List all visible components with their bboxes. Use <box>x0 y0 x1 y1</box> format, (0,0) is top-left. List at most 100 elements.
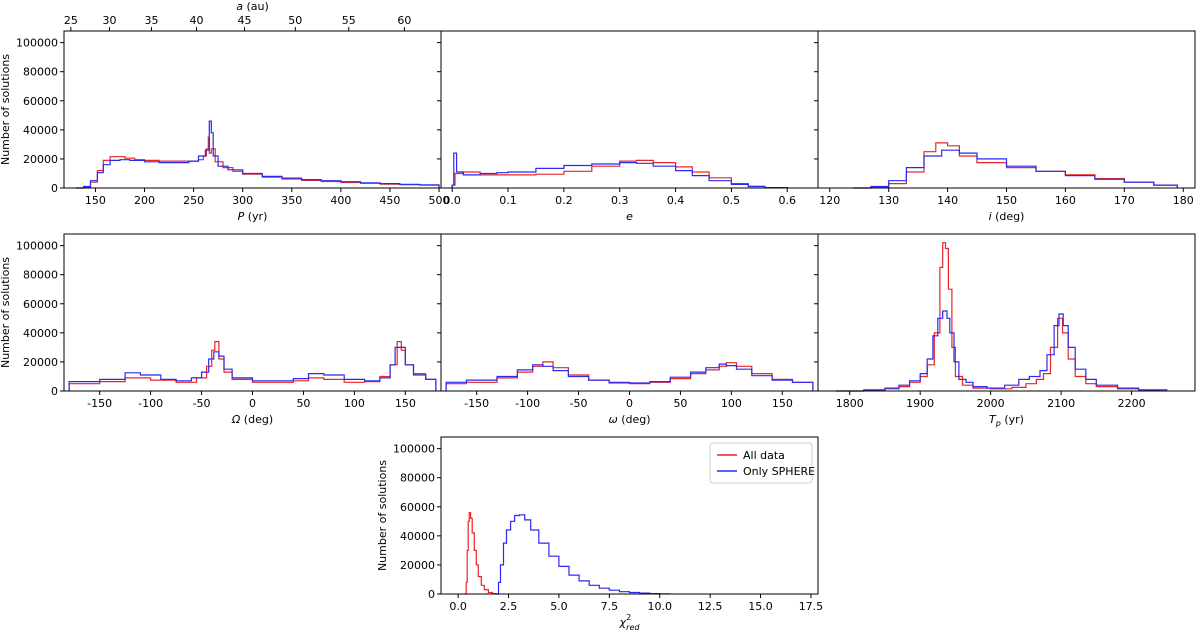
x-tick-label-period: 150 <box>85 194 106 207</box>
series-sphere-omega <box>445 363 814 391</box>
x-tick-label-period: 500 <box>429 194 450 207</box>
x-tick-label-Omega: 150 <box>395 397 416 410</box>
x-tick-label-inclination: 120 <box>819 194 840 207</box>
x-tick-label-Omega: 0 <box>249 397 256 410</box>
x-tick-label-omega: 0 <box>626 397 633 410</box>
y-tick-label-Omega: 0 <box>51 385 58 398</box>
y-tick-label-chi2: 40000 <box>400 530 435 543</box>
x-tick-label-eccentricity: 0.1 <box>499 194 517 207</box>
x-tick-label-Omega: -50 <box>193 397 211 410</box>
x-tick-label-Omega: 50 <box>296 397 310 410</box>
panel-chi2: 0.0 2.5 5.0 7.5 10.0 12.5 15.0 17.5 0 20000 40000 6… <box>376 436 824 632</box>
y-axis-label-Omega: Number of solutions <box>0 257 12 368</box>
x-tick-label-chi2: 15.0 <box>748 600 773 613</box>
x-tick-label-period: 400 <box>330 194 351 207</box>
x-tick-label-period: 300 <box>232 194 253 207</box>
x-tick-label-Omega: -150 <box>87 397 112 410</box>
x-tick-label-period: 200 <box>134 194 155 207</box>
series-all-Omega <box>68 341 437 391</box>
y-tick-label-period: 0 <box>51 182 58 195</box>
top-tick-label-period: 30 <box>102 14 116 27</box>
panel-omega: -150 -100 -50 0 50 100 150 ω (deg) <box>437 233 819 426</box>
x-tick-label-omega: 50 <box>673 397 687 410</box>
axes-frame-Tp <box>817 233 1196 392</box>
x-tick-label-Omega: -100 <box>138 397 163 410</box>
series-sphere-Omega <box>68 346 437 391</box>
x-axis-label-Tp: Tp (yr) <box>989 413 1024 428</box>
x-tick-label-eccentricity: 0.0 <box>443 194 461 207</box>
top-tick-label-period: 25 <box>64 14 78 27</box>
x-axis-label-chi2: χ2 red <box>619 613 641 632</box>
panel-period: 150 200 250 300 350 400 450 500 0 20000 40000 60000… <box>0 0 450 223</box>
x-tick-label-period: 250 <box>183 194 204 207</box>
series-sphere-Tp <box>835 310 1168 392</box>
x-tick-label-omega: -100 <box>515 397 540 410</box>
y-tick-label-period: 80000 <box>23 66 58 79</box>
y-tick-label-period: 100000 <box>16 37 58 50</box>
y-tick-label-Omega: 60000 <box>23 298 58 311</box>
series-sphere-eccentricity <box>451 152 788 189</box>
y-tick-label-chi2: 60000 <box>400 501 435 514</box>
legend-label-sphere: Only SPHERE <box>743 465 815 478</box>
y-tick-label-period: 60000 <box>23 95 58 108</box>
x-tick-label-chi2: 17.5 <box>799 600 824 613</box>
x-tick-label-chi2: 10.0 <box>647 600 672 613</box>
x-axis-label-inclination: i (deg) <box>989 210 1025 223</box>
legend-label-all: All data <box>743 449 785 462</box>
x-tick-label-Tp: 2100 <box>1047 397 1075 410</box>
y-tick-label-Omega: 80000 <box>23 269 58 282</box>
x-tick-label-chi2: 12.5 <box>698 600 723 613</box>
x-tick-label-period: 450 <box>379 194 400 207</box>
x-tick-label-inclination: 130 <box>878 194 899 207</box>
y-tick-label-Omega: 100000 <box>16 240 58 253</box>
axes-frame-Omega <box>63 233 442 392</box>
series-sphere-chi2 <box>496 514 671 595</box>
x-tick-label-inclination: 170 <box>1114 194 1135 207</box>
x-tick-label-chi2: 7.5 <box>601 600 619 613</box>
panel-Tp: 1800 1900 2000 2100 2200 Tp (yr) <box>814 233 1196 428</box>
y-tick-label-Omega: 20000 <box>23 356 58 369</box>
y-axis-label-period: Number of solutions <box>0 54 12 165</box>
series-all-chi2 <box>464 512 497 595</box>
panel-inclination: 120 130 140 150 160 170 180 i (deg) <box>814 30 1196 223</box>
top-tick-label-period: 35 <box>144 14 158 27</box>
x-tick-label-omega: -50 <box>570 397 588 410</box>
x-tick-label-period: 350 <box>281 194 302 207</box>
x-tick-label-inclination: 140 <box>937 194 958 207</box>
x-tick-label-inclination: 180 <box>1173 194 1194 207</box>
axes-frame-chi2 <box>440 436 819 595</box>
x-tick-label-Tp: 1900 <box>906 397 934 410</box>
y-tick-label-Omega: 40000 <box>23 327 58 340</box>
x-axis-label-Omega: Ω (deg) <box>231 413 273 426</box>
axes-frame-omega <box>440 233 819 392</box>
top-tick-label-period: 55 <box>342 14 356 27</box>
y-tick-label-period: 20000 <box>23 153 58 166</box>
y-axis-label-chi2: Number of solutions <box>376 460 389 571</box>
top-axis-label-period: a (au) <box>236 0 269 13</box>
y-tick-label-chi2: 20000 <box>400 559 435 572</box>
top-tick-label-period: 45 <box>238 14 252 27</box>
panel-eccentricity: 0.0 0.1 0.2 0.3 0.4 0.5 0.6 e <box>437 30 819 223</box>
top-tick-label-period: 50 <box>288 14 302 27</box>
x-tick-label-eccentricity: 0.4 <box>667 194 685 207</box>
axes-frame-period <box>63 30 442 189</box>
x-tick-label-omega: 100 <box>721 397 742 410</box>
series-all-eccentricity <box>451 159 788 189</box>
y-tick-label-chi2: 100000 <box>393 443 435 456</box>
x-axis-label-eccentricity: e <box>626 210 633 223</box>
x-tick-label-omega: -150 <box>464 397 489 410</box>
y-tick-label-chi2: 0 <box>428 588 435 601</box>
x-tick-label-eccentricity: 0.2 <box>555 194 573 207</box>
x-tick-label-inclination: 150 <box>996 194 1017 207</box>
x-tick-label-omega: 150 <box>772 397 793 410</box>
legend: All data Only SPHERE <box>709 442 815 484</box>
x-axis-label-omega: ω (deg) <box>608 413 650 426</box>
x-tick-label-Omega: 100 <box>344 397 365 410</box>
x-tick-label-inclination: 160 <box>1055 194 1076 207</box>
x-axis-label-period: P (yr) <box>238 210 268 223</box>
series-all-period <box>75 136 440 189</box>
y-tick-label-period: 40000 <box>23 124 58 137</box>
x-tick-label-Tp: 1800 <box>836 397 864 410</box>
x-tick-label-Tp: 2000 <box>977 397 1005 410</box>
